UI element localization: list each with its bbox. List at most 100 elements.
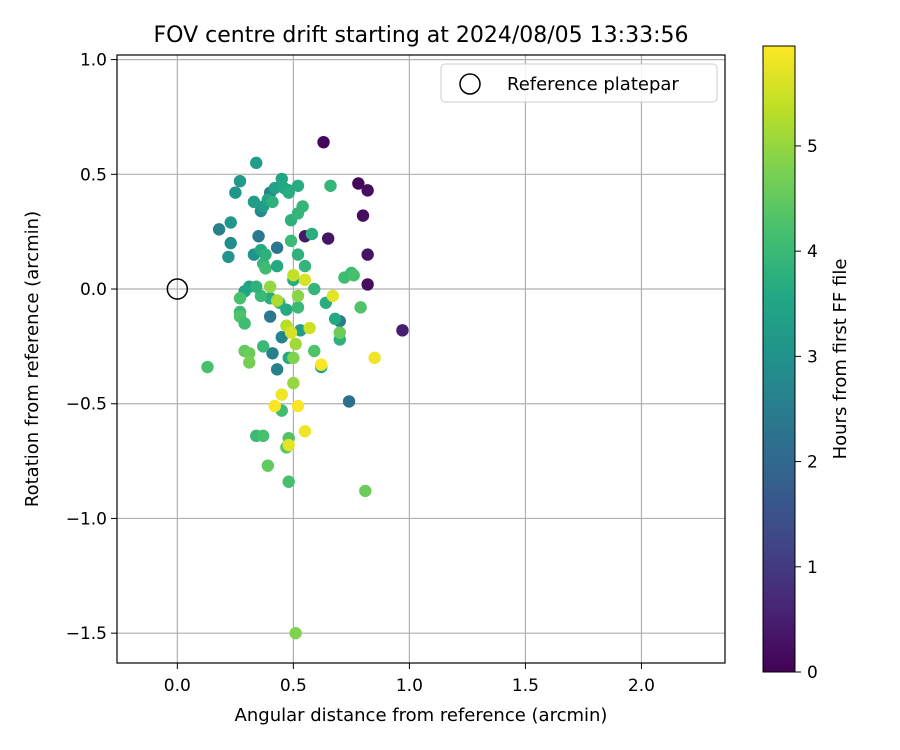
data-point: [315, 358, 328, 371]
data-point: [284, 234, 298, 248]
data-point: [296, 200, 309, 213]
data-point: [224, 236, 237, 250]
y-tick-label: −0.5: [66, 395, 107, 415]
data-point: [298, 259, 312, 273]
grid: [117, 55, 725, 663]
data-point: [233, 174, 247, 188]
data-point: [233, 292, 247, 305]
colorbar-tick-label: 4: [807, 242, 818, 262]
data-point: [287, 351, 300, 365]
data-point: [212, 223, 226, 236]
data-point: [308, 344, 321, 358]
data-point: [291, 248, 305, 261]
legend-box: [440, 63, 718, 103]
data-point: [201, 360, 214, 374]
data-point: [396, 324, 409, 337]
data-point: [324, 179, 337, 192]
legend: Reference platepar: [440, 63, 718, 103]
data-point: [261, 459, 275, 472]
y-tick-label: 0.5: [80, 165, 107, 185]
plot-frame: [116, 54, 726, 664]
data-point: [359, 484, 372, 498]
data-point: [326, 289, 340, 303]
y-tick-label: 0.0: [80, 280, 107, 300]
data-point: [256, 429, 270, 443]
data-point: [256, 340, 270, 353]
data-point: [259, 248, 272, 261]
colorbar-tick-label: 5: [807, 137, 818, 157]
data-point: [291, 399, 305, 413]
data-point: [250, 156, 263, 170]
legend-entry-reference: Reference platepar: [507, 74, 679, 95]
x-tick-label: 1.0: [396, 676, 423, 696]
reference-point: [166, 278, 189, 300]
data-point: [275, 388, 288, 401]
colorbar-ticks: 0 1 2 3 4 5: [795, 137, 818, 683]
legend-marker: [459, 73, 481, 95]
data-point: [259, 262, 272, 275]
data-point: [282, 186, 295, 199]
data-point: [328, 312, 342, 326]
data-point: [347, 269, 360, 282]
data-point: [298, 273, 312, 287]
colorbar-tick-label: 3: [807, 347, 818, 367]
data-point: [254, 289, 268, 303]
data-point: [268, 181, 282, 195]
y-ticks: 1.0 0.5 0.0 −0.5 −1.0 −1.5: [66, 51, 117, 644]
data-point: [270, 259, 284, 273]
data-point: [266, 195, 279, 209]
data-point: [243, 356, 256, 369]
data-point: [361, 184, 374, 197]
data-point: [287, 376, 300, 390]
data-point: [308, 282, 321, 296]
colorbar: 0 1 2 3 4 5 Hours from first FF file: [762, 45, 851, 683]
colorbar-gradient: [762, 45, 796, 673]
data-point: [270, 241, 284, 254]
data-point: [247, 195, 261, 209]
data-point: [224, 216, 237, 229]
data-point: [342, 395, 356, 408]
data-point: [333, 326, 346, 339]
data-point: [250, 280, 263, 293]
data-point: [294, 324, 307, 337]
data-point: [287, 269, 300, 282]
x-tick-label: 0.0: [164, 676, 191, 696]
colorbar-label: Hours from first FF file: [830, 259, 851, 460]
data-point: [291, 301, 305, 314]
data-point: [317, 135, 330, 149]
data-point: [222, 250, 235, 264]
x-tick-label: 2.0: [628, 676, 655, 696]
reference-marker: [166, 278, 189, 300]
data-point: [289, 337, 302, 351]
data-point: [252, 230, 265, 243]
data-point: [352, 177, 365, 190]
data-point: [268, 399, 282, 413]
data-point: [229, 186, 242, 199]
data-point: [298, 425, 312, 438]
y-tick-label: −1.5: [66, 624, 107, 644]
data-point: [270, 294, 284, 307]
data-point: [354, 301, 367, 314]
data-point: [263, 280, 277, 293]
y-tick-label: −1.0: [66, 509, 107, 529]
data-point: [284, 326, 298, 339]
data-point: [238, 317, 251, 330]
data-point: [291, 179, 305, 192]
colorbar-tick-label: 1: [807, 558, 818, 578]
data-point: [291, 289, 305, 303]
data-point: [289, 626, 302, 640]
data-point: [368, 351, 381, 365]
colorbar-tick-label: 0: [807, 663, 818, 683]
data-point: [280, 303, 293, 316]
y-tick-label: 1.0: [80, 51, 107, 71]
data-point: [356, 209, 370, 222]
data-point: [321, 232, 335, 245]
data-point: [282, 438, 295, 452]
data-point: [361, 248, 374, 261]
x-tick-label: 1.5: [512, 676, 539, 696]
data-point: [266, 347, 279, 360]
data-point: [305, 227, 319, 241]
data-point: [275, 331, 288, 344]
x-ticks: 0.0 0.5 1.0 1.5 2.0: [164, 663, 655, 696]
